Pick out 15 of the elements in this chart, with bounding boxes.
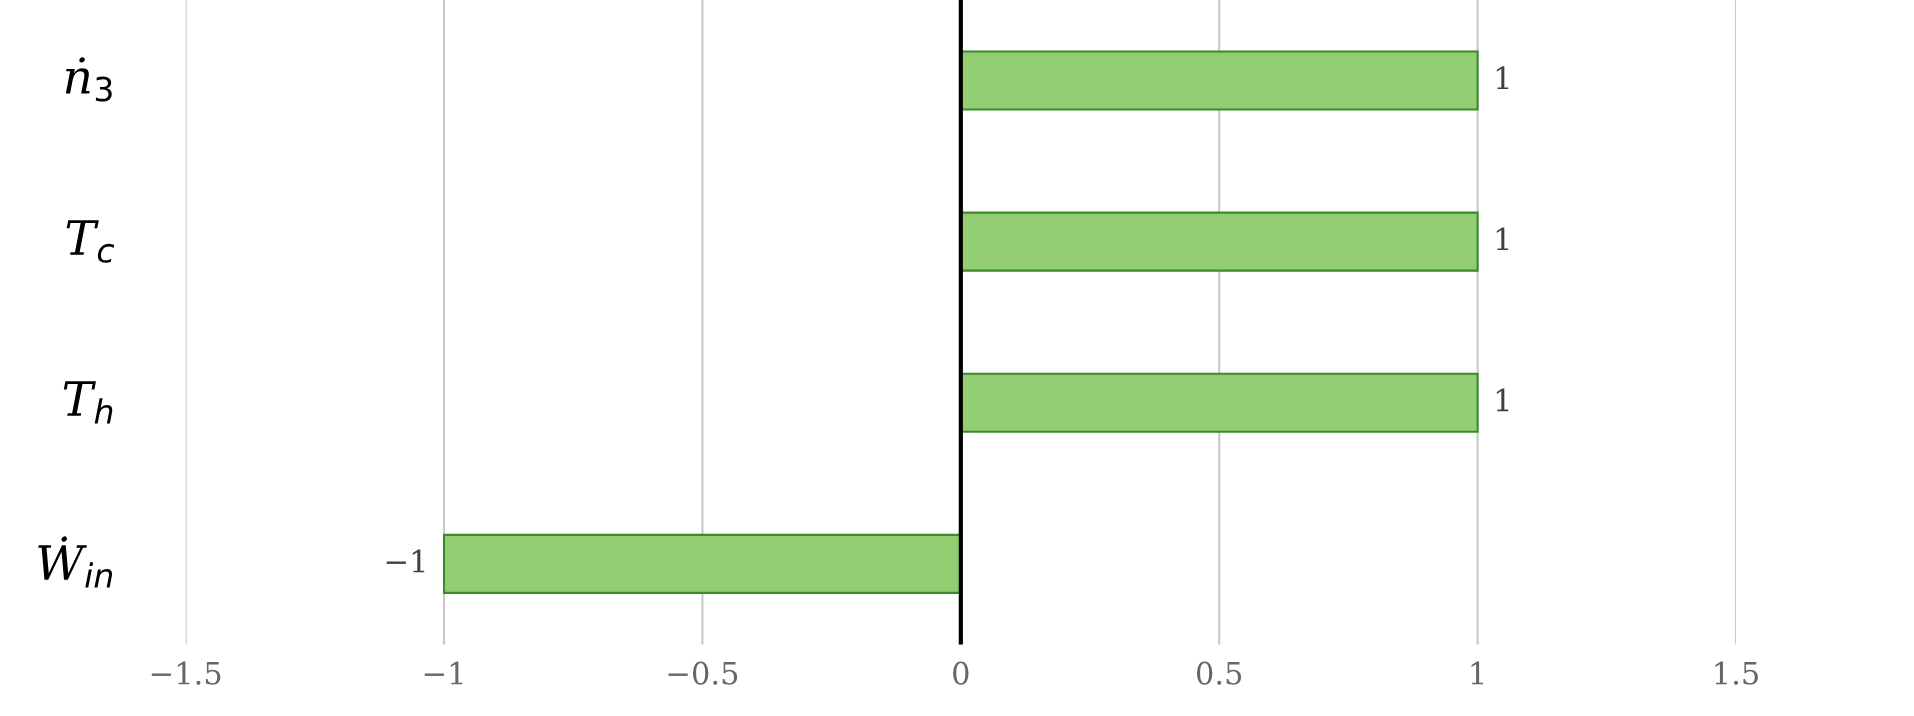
x-tick-label: 1.5 — [1715, 661, 1758, 685]
x-tick-label: −1 — [424, 661, 463, 685]
x-tick-label: −0.5 — [668, 661, 738, 685]
y-tick-label: T$_{h}$ — [63, 381, 113, 424]
y-tick-label: T$_{c}$ — [66, 220, 115, 263]
y-tick-label: ṅ$_{3}$ — [65, 57, 112, 102]
x-tick-label: −1.5 — [151, 661, 221, 685]
x-tick-label: 1 — [1471, 661, 1483, 685]
data-label: 1 — [1496, 66, 1509, 89]
x-tick-label: 0 — [953, 661, 969, 685]
x-tick-label: 0.5 — [1196, 661, 1242, 685]
data-label: 1 — [1496, 388, 1509, 412]
data-label: 1 — [1496, 227, 1509, 251]
y-tick-label: Ẇ$_{in}$ — [38, 536, 113, 588]
data-label: −1 — [386, 549, 425, 573]
